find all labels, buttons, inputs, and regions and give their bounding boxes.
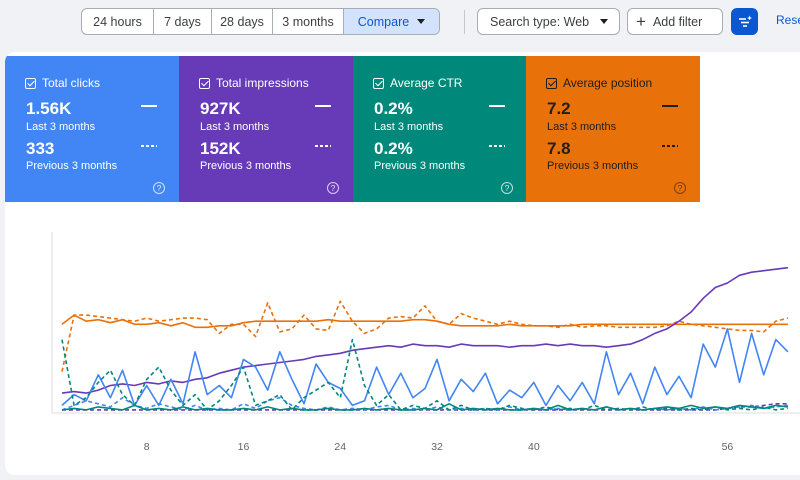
add-filter-button[interactable]: + Add filter <box>627 8 723 35</box>
date-range-selector: 24 hours 7 days 28 days 3 months Compare <box>81 8 440 35</box>
help-icon[interactable]: ? <box>153 182 165 194</box>
metric-current-label: Last 3 months <box>26 121 96 133</box>
x-tick-label: 40 <box>528 441 540 453</box>
filter-list-icon <box>738 15 752 27</box>
dashed-line-legend-icon <box>489 145 505 147</box>
series-line-average-position-previous <box>61 300 789 372</box>
solid-line-legend-icon <box>141 105 157 107</box>
plus-icon: + <box>636 12 646 31</box>
metric-current-value: 0.2% <box>374 99 413 118</box>
metric-card-average-position[interactable]: Average position 7.2 Last 3 months 7.8 P… <box>526 56 700 202</box>
metric-previous-label: Previous 3 months <box>200 160 292 172</box>
x-tick-label: 24 <box>334 441 346 453</box>
checkbox-checked-icon[interactable] <box>199 77 210 89</box>
caret-down-icon <box>417 19 426 24</box>
checkbox-checked-icon[interactable] <box>25 77 36 89</box>
x-tick-label: 32 <box>431 441 443 453</box>
filter-settings-button[interactable] <box>731 8 758 35</box>
search-type-label: Search type: Web <box>490 14 590 29</box>
toolbar: 24 hours 7 days 28 days 3 months Compare… <box>0 0 800 44</box>
metric-previous-label: Previous 3 months <box>26 160 118 172</box>
series-line-total-impressions-current <box>61 266 788 394</box>
series-line-average-ctr-previous <box>61 338 788 411</box>
dashed-line-legend-icon <box>662 145 678 147</box>
metric-card-total-clicks[interactable]: Total clicks 1.56K Last 3 months 333 Pre… <box>5 56 179 202</box>
solid-line-legend-icon <box>315 105 331 107</box>
toolbar-divider <box>464 10 465 34</box>
metric-previous-value: 7.8 <box>547 139 571 158</box>
metric-current-value: 7.2 <box>547 99 571 118</box>
search-type-dropdown[interactable]: Search type: Web <box>477 8 620 35</box>
metric-title: Total clicks <box>42 76 101 90</box>
help-icon[interactable]: ? <box>501 182 513 194</box>
metric-card-header: Total impressions <box>199 76 309 90</box>
metric-title: Average position <box>563 76 653 90</box>
metric-previous-value: 0.2% <box>374 139 413 158</box>
range-28-days-button[interactable]: 28 days <box>212 9 273 34</box>
add-filter-label: Add filter <box>652 14 703 29</box>
metric-current-label: Last 3 months <box>200 121 270 133</box>
checkbox-checked-icon[interactable] <box>373 77 384 89</box>
compare-dropdown[interactable]: Compare <box>344 9 439 34</box>
range-7-days-button[interactable]: 7 days <box>154 9 212 34</box>
x-tick-label: 8 <box>144 441 150 453</box>
compare-label: Compare <box>357 14 410 29</box>
range-3-months-button[interactable]: 3 months <box>273 9 344 34</box>
solid-line-legend-icon <box>489 105 505 107</box>
metric-title: Average CTR <box>390 76 463 90</box>
series-line-average-position-current <box>61 314 788 329</box>
metric-title: Total impressions <box>216 76 309 90</box>
help-icon[interactable]: ? <box>674 182 686 194</box>
reset-link[interactable]: Rese <box>776 13 800 27</box>
metric-current-value: 1.56K <box>26 99 72 118</box>
series-line-total-clicks-current <box>61 328 789 407</box>
metric-card-header: Average position <box>546 76 652 90</box>
dashed-line-legend-icon <box>315 145 331 147</box>
metric-current-label: Last 3 months <box>547 121 617 133</box>
metric-card-average-ctr[interactable]: Average CTR 0.2% Last 3 months 0.2% Prev… <box>353 56 526 202</box>
performance-panel: Total clicks 1.56K Last 3 months 333 Pre… <box>5 52 800 475</box>
series-line-total-impressions-previous <box>62 402 788 411</box>
metric-current-label: Last 3 months <box>374 121 444 133</box>
metric-card-header: Average CTR <box>373 76 462 90</box>
caret-down-icon <box>600 19 609 24</box>
metric-previous-value: 333 <box>26 139 55 158</box>
metric-previous-value: 152K <box>200 139 241 158</box>
checkbox-checked-icon[interactable] <box>546 77 557 89</box>
metric-current-value: 927K <box>200 99 241 118</box>
metric-card-total-impressions[interactable]: Total impressions 927K Last 3 months 152… <box>179 56 353 202</box>
x-tick-label: 56 <box>722 441 734 453</box>
help-icon[interactable]: ? <box>327 182 339 194</box>
range-24-hours-button[interactable]: 24 hours <box>82 9 154 34</box>
dashed-line-legend-icon <box>141 145 157 147</box>
x-tick-label: 16 <box>238 441 250 453</box>
metric-previous-label: Previous 3 months <box>374 160 466 172</box>
solid-line-legend-icon <box>662 105 678 107</box>
performance-line-chart: 8 16 24 32 40 56 <box>51 232 800 453</box>
metric-card-header: Total clicks <box>25 76 100 90</box>
metric-previous-label: Previous 3 months <box>547 160 639 172</box>
